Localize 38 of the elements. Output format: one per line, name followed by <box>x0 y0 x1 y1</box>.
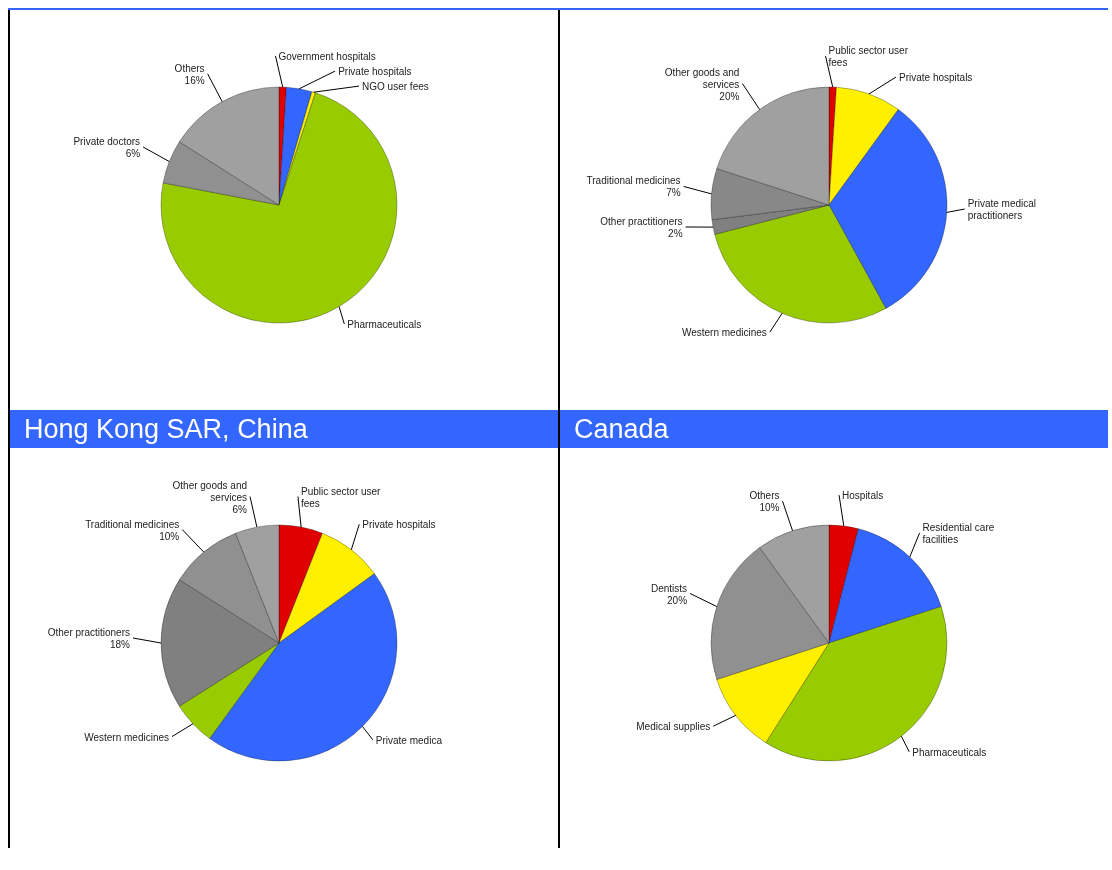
slice-label: Private doctors <box>73 135 141 147</box>
slice-label: Other goods and services <box>664 66 740 90</box>
chart-title: Hong Kong SAR, China <box>10 410 558 448</box>
data-label: 10% <box>759 502 780 514</box>
data-label: 7% <box>666 187 681 199</box>
slice-label: Residential care facilities <box>922 522 995 546</box>
slice-label: Public sector user fees <box>828 45 909 69</box>
slice-label: Private medica <box>375 734 443 746</box>
slice-label: Hospitals <box>842 490 884 502</box>
slice-label: Traditional medicines <box>85 518 180 530</box>
slice-label: Private hospitals <box>362 519 436 531</box>
slice-label: Medical supplies <box>636 721 711 733</box>
data-label: 6% <box>125 147 141 159</box>
slice-label: Pharmaceuticals <box>912 746 987 758</box>
slice-label: Government hospitals <box>278 51 376 63</box>
slice-label: Private medical practitioners <box>967 198 1037 222</box>
slice-label: Western medicines <box>84 731 170 743</box>
slice-label: NGO user fees <box>362 81 429 93</box>
slice-label: Other practitioners <box>47 627 130 638</box>
slice-label: Private hospitals <box>338 66 412 78</box>
slice-label: Traditional medicines <box>586 175 681 187</box>
slice-label: Others <box>749 490 780 502</box>
data-label: 10% <box>159 530 180 542</box>
data-label: 18% <box>109 639 131 650</box>
slice-label: Other goods and services <box>172 479 248 503</box>
slice-label: Other practitioners <box>600 215 683 227</box>
slice-label: Dentists <box>650 582 688 594</box>
data-label: 20% <box>719 90 740 102</box>
slice-label: Pharmaceuticals <box>347 318 422 330</box>
data-label: 16% <box>184 74 205 86</box>
slice-label: Others <box>174 62 205 74</box>
data-label: 6% <box>232 503 248 515</box>
slice-label: Public sector user fees <box>300 485 382 509</box>
chart-title: Canada <box>560 410 1108 448</box>
slice-label: Western medicines <box>681 327 767 339</box>
data-label: 20% <box>667 594 688 606</box>
data-label: 2% <box>668 227 683 239</box>
slice-label: Private hospitals <box>899 72 973 84</box>
